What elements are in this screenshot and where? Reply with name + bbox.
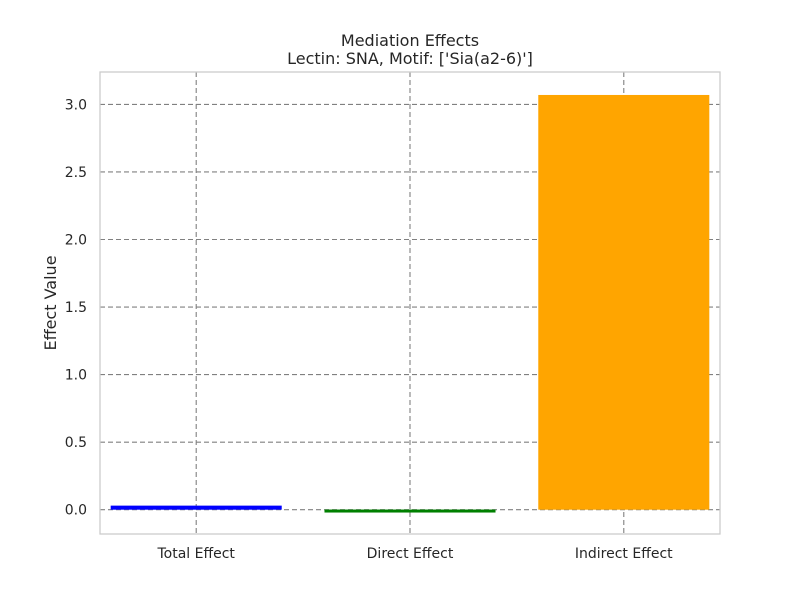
x-tick-label: Total Effect <box>156 546 235 562</box>
x-tick-label: Direct Effect <box>367 546 454 562</box>
bars <box>110 94 710 513</box>
y-tick-label: 3.0 <box>65 97 87 113</box>
y-tick-label: 0.0 <box>65 503 87 519</box>
y-tick-label: 0.5 <box>65 435 87 451</box>
y-tick-label: 2.0 <box>65 233 87 249</box>
chart-subtitle: Lectin: SNA, Motif: ['Sia(a2-6)'] <box>287 49 533 68</box>
bar-total-effect <box>110 505 282 510</box>
bar-indirect-effect <box>538 94 710 510</box>
plot-frame <box>99 71 721 535</box>
y-tick-label: 2.5 <box>65 165 87 181</box>
tick-labels: 0.0 0.5 1.0 1.5 2.0 2.5 3.0 Total Effect Direct … <box>65 97 673 562</box>
y-tick-label: 1.0 <box>65 368 87 384</box>
y-axis-label: Effect Value <box>41 255 60 350</box>
x-tick-label: Indirect Effect <box>575 546 673 562</box>
bar-direct-effect <box>324 509 496 513</box>
y-tick-label: 1.5 <box>65 300 87 316</box>
chart-title: Mediation Effects <box>341 31 479 50</box>
